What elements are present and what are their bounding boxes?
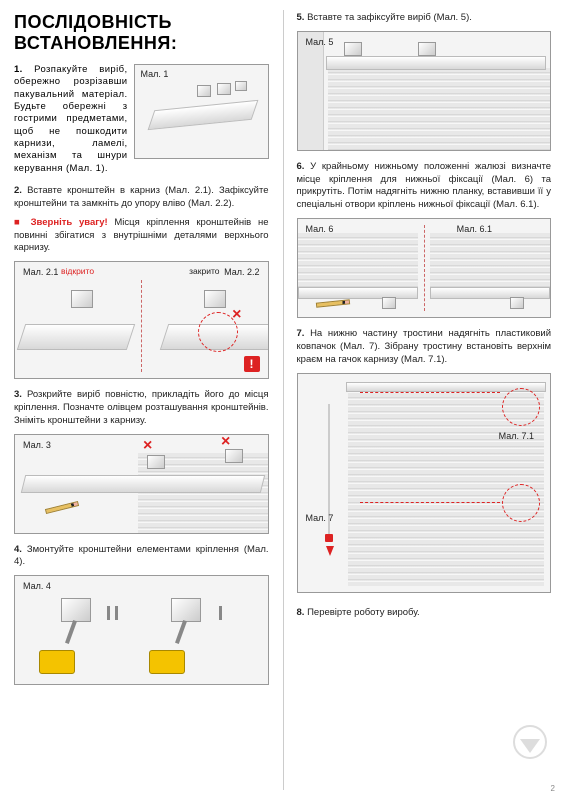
- step7-text: 7. На нижню частину тростини надягніть п…: [297, 328, 552, 366]
- fig3-pencil: [45, 501, 79, 514]
- fig7-circle2: [502, 484, 540, 522]
- figure-4: Мал. 4: [14, 575, 269, 685]
- drill-bit-icon: [65, 620, 77, 644]
- figure-4-label: Мал. 4: [21, 580, 53, 592]
- left-column: ПОСЛІДОВНІСТЬ ВСТАНОВЛЕННЯ: 1. Розпакуйт…: [0, 0, 283, 799]
- step1-row: 1. Розпакуйте виріб, обережно розрізавши…: [14, 64, 269, 175]
- fig1-part1: [197, 85, 211, 97]
- fig4-bracket1: [61, 598, 91, 622]
- fig3-x2: ×: [221, 434, 230, 451]
- fig7-cap: [325, 534, 333, 542]
- fig5-bracket1: [344, 42, 362, 56]
- step2-warning: ■ Зверніть увагу! Місця кріплення кроншт…: [14, 217, 269, 255]
- fig3-x1: ×: [143, 437, 152, 455]
- step4-num: 4.: [14, 544, 22, 555]
- figure-1-label: Мал. 1: [139, 68, 171, 80]
- figure-3: Мал. 3 × ×: [14, 434, 269, 534]
- fig2-rail-left: [17, 324, 135, 350]
- step1-text: 1. Розпакуйте виріб, обережно розрізавши…: [14, 64, 128, 175]
- fig6-blinds-right: [430, 233, 550, 289]
- figure-6-label: Мал. 6: [304, 223, 336, 235]
- fig6-clip-left: [382, 297, 396, 309]
- step2-num: 2.: [14, 185, 22, 196]
- step6-text: 6. У крайньому нижньому положенні жалюзі…: [297, 161, 552, 212]
- fig1-rail: [147, 100, 258, 130]
- figure-5: Мал. 5: [297, 31, 552, 151]
- step8-body: Перевірте роботу виробу.: [307, 607, 420, 618]
- page-title: ПОСЛІДОВНІСТЬ ВСТАНОВЛЕННЯ:: [14, 12, 269, 54]
- drill-body-icon: [39, 650, 75, 674]
- step2-body: Вставте кронштейн в карниз (Мал. 2.1). З…: [14, 185, 269, 209]
- open-label: відкрито: [61, 266, 94, 276]
- warning-label: ■ Зверніть увагу!: [14, 217, 108, 228]
- fig6-blinds-left: [298, 233, 418, 289]
- right-column: 5. Вставте та зафіксуйте виріб (Мал. 5).…: [283, 0, 565, 799]
- page-number: 2: [551, 784, 555, 793]
- fig7-line1: [360, 392, 500, 393]
- step4-body: Змонтуйте кронштейни елементами кріпленн…: [14, 544, 269, 568]
- fig3-rail: [21, 475, 265, 493]
- fig2-bracket-right: [204, 290, 226, 308]
- fig1-part3: [235, 81, 247, 91]
- figure-6: Мал. 6 Мал. 6.1: [297, 218, 552, 318]
- fig1-part2: [217, 83, 231, 95]
- fig2-split: [141, 280, 142, 372]
- step3-num: 3.: [14, 389, 22, 400]
- fig6-sill-right: [430, 287, 550, 299]
- fig5-bracket2: [418, 42, 436, 56]
- watermark-arrow-icon: [520, 739, 540, 753]
- figure-61-label: Мал. 6.1: [455, 223, 494, 235]
- figure-71-label: Мал. 7.1: [497, 430, 536, 442]
- step8-num: 8.: [297, 607, 305, 618]
- step7-body: На нижню частину тростини надягніть плас…: [297, 328, 552, 365]
- fig3-bracket2: [225, 449, 243, 463]
- fig4-screw2: [115, 606, 118, 620]
- fig3-bracket1: [147, 455, 165, 469]
- step6-body: У крайньому нижньому положенні жалюзі ви…: [297, 161, 552, 210]
- figure-3-label: Мал. 3: [21, 439, 53, 451]
- fig6-clip-right: [510, 297, 524, 309]
- fig7-line2: [360, 502, 500, 503]
- step7-num: 7.: [297, 328, 305, 339]
- step1-body: Розпакуйте виріб, обережно розрізавши па…: [14, 64, 128, 174]
- column-divider: [283, 10, 284, 790]
- fig6-split: [424, 225, 425, 311]
- fig5-wall: [298, 32, 324, 150]
- step6-num: 6.: [297, 161, 305, 172]
- fig4-drill2: [149, 634, 199, 674]
- fig6-sill-left: [298, 287, 418, 299]
- fig7-arrow: [326, 546, 334, 556]
- step8-text: 8. Перевірте роботу виробу.: [297, 607, 552, 620]
- figure-22-label: Мал. 2.2: [222, 266, 261, 278]
- fig7-circle1: [502, 388, 540, 426]
- step1-num: 1.: [14, 64, 23, 75]
- step5-num: 5.: [297, 12, 305, 23]
- fig2-bracket-left: [71, 290, 93, 308]
- fig5-rail: [326, 56, 546, 70]
- figure-2: Мал. 2.1 відкрито закрито Мал. 2.2 × !: [14, 261, 269, 379]
- fig4-screw1: [107, 606, 110, 620]
- figure-7-label: Мал. 7: [304, 512, 336, 524]
- step2-text: 2. Вставте кронштейн в карниз (Мал. 2.1)…: [14, 185, 269, 211]
- step3-body: Розкрийте виріб повністю, прикладіть йог…: [14, 389, 269, 426]
- step5-body: Вставте та зафіксуйте виріб (Мал. 5).: [307, 12, 472, 23]
- fig6-pencil: [315, 299, 349, 308]
- fig4-drill1: [39, 634, 89, 674]
- figure-1: Мал. 1: [134, 64, 269, 159]
- fig2-x-mark: ×: [232, 306, 241, 324]
- fig5-blinds: [328, 68, 551, 151]
- step3-text: 3. Розкрийте виріб повністю, прикладіть …: [14, 389, 269, 427]
- fig4-bracket2: [171, 598, 201, 622]
- figure-21-label: Мал. 2.1: [21, 266, 60, 278]
- figure-7: Мал. 7 Мал. 7.1: [297, 373, 552, 593]
- drill-bit-icon: [175, 620, 187, 644]
- step5-text: 5. Вставте та зафіксуйте виріб (Мал. 5).: [297, 12, 552, 25]
- closed-label: закрито: [189, 266, 219, 276]
- warning-icon: !: [244, 356, 260, 372]
- figure-5-label: Мал. 5: [304, 36, 336, 48]
- fig4-screw3: [219, 606, 222, 620]
- step4-text: 4. Змонтуйте кронштейни елементами кріпл…: [14, 544, 269, 570]
- drill-body-icon: [149, 650, 185, 674]
